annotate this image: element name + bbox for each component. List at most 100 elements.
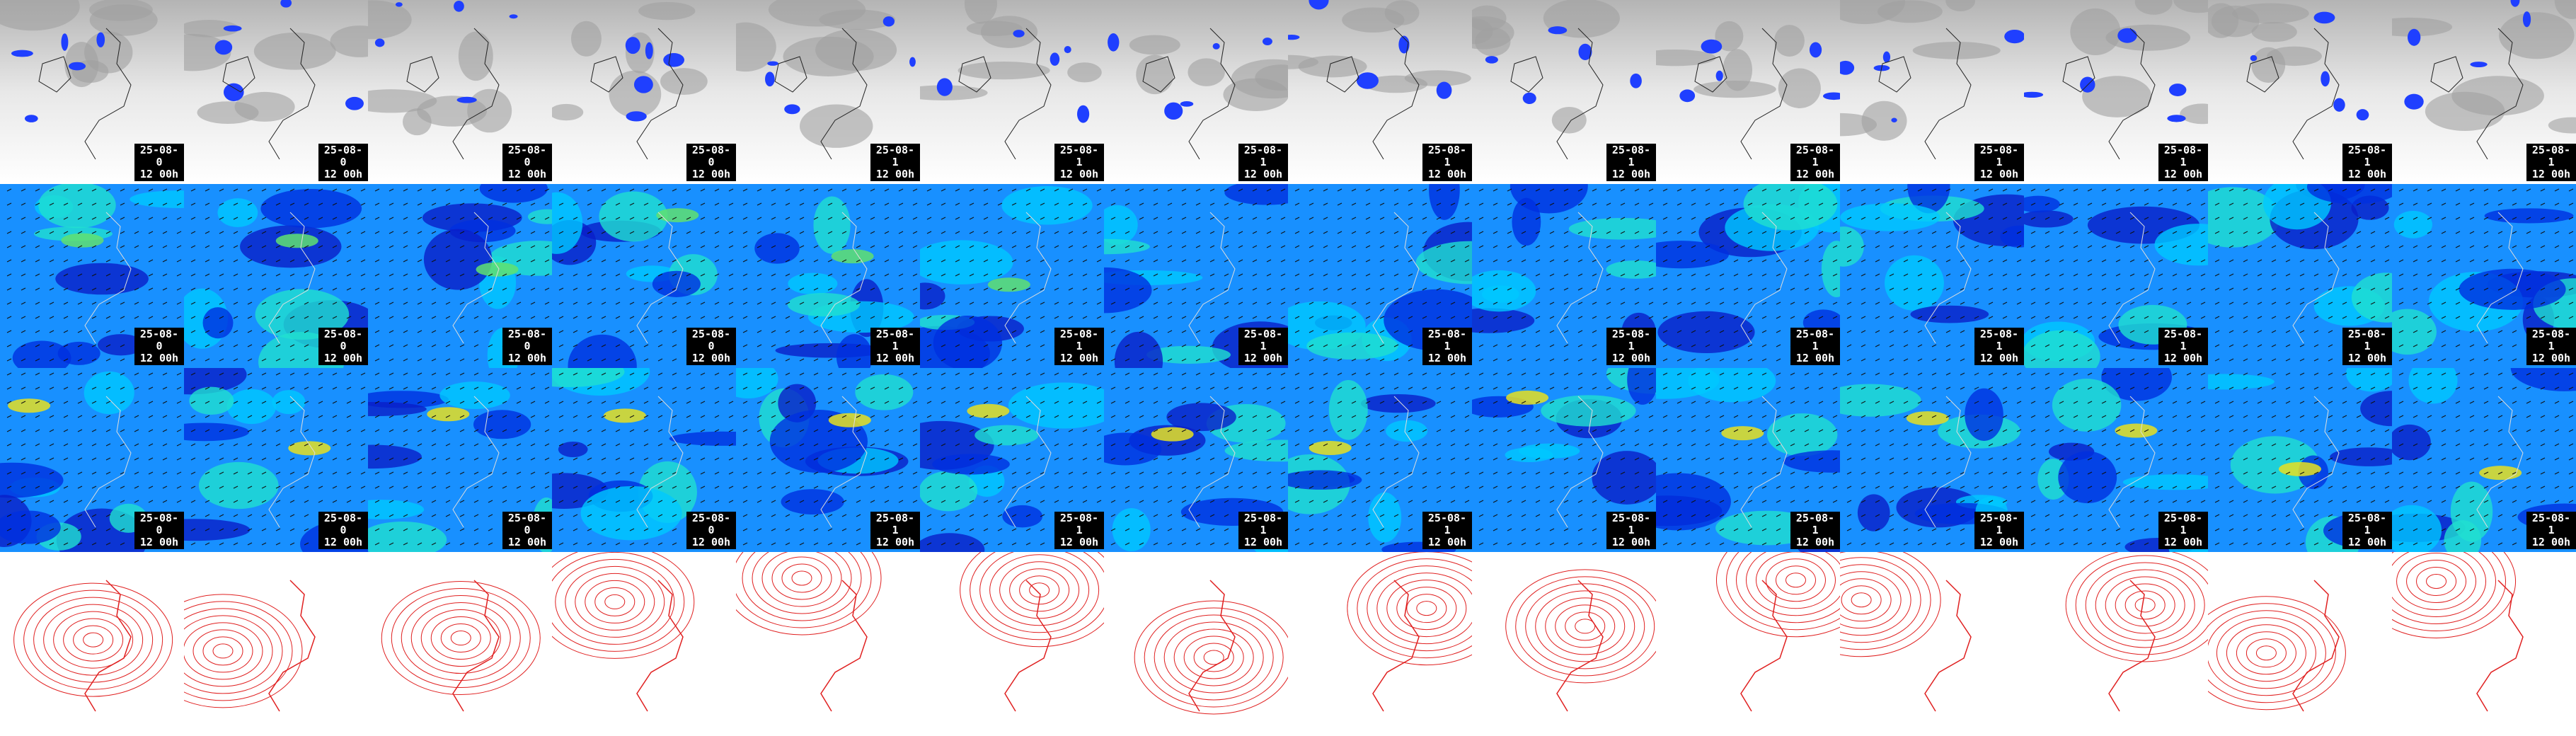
wind-arrow <box>389 415 394 418</box>
wind-arrow <box>134 415 139 418</box>
wind-arrow <box>275 217 281 220</box>
wind-arrow <box>1705 443 1710 447</box>
wind-field <box>1429 184 1460 220</box>
wind-arrow <box>941 401 946 404</box>
wind-arrow <box>672 287 677 291</box>
wind-arrow <box>1733 372 1739 376</box>
wind-arrow <box>134 273 139 277</box>
wind-arrow <box>190 514 196 517</box>
wind-arrow <box>473 429 479 432</box>
wind-arrow <box>1733 188 1739 192</box>
wind-arrow <box>1011 202 1017 206</box>
wind-arrow <box>431 330 437 333</box>
wind-arrow <box>21 401 26 404</box>
wind-arrow <box>643 415 649 418</box>
rain <box>663 53 684 67</box>
wind-arrow <box>615 415 621 418</box>
cloud <box>1223 78 1288 111</box>
coastline <box>1372 28 1420 160</box>
wind-arrow <box>1408 259 1413 263</box>
wind-arrow <box>912 188 918 192</box>
wind-arrow <box>1209 217 1215 220</box>
wind-arrow <box>1592 231 1597 234</box>
wind-arrow <box>1747 358 1753 362</box>
wind-arrow <box>629 231 635 234</box>
wind-arrow <box>1422 372 1427 376</box>
wind-arrow <box>91 542 97 546</box>
wind-arrow <box>1790 500 1795 503</box>
wind-arrow <box>1011 457 1017 461</box>
wind-arrow <box>813 542 819 546</box>
wind-arrow <box>49 514 54 517</box>
wind-arrow <box>615 429 621 432</box>
wind-arrow <box>2172 231 2178 234</box>
wind-arrow <box>2129 372 2135 376</box>
wind-arrow <box>1832 401 1838 404</box>
wind-arrow <box>1719 344 1725 347</box>
wind-arrow <box>870 259 875 263</box>
wind-arrow <box>2427 358 2432 362</box>
wind-arrow <box>1945 457 1951 461</box>
rain <box>1212 42 1220 50</box>
wind-arrow <box>1903 514 1909 517</box>
wind-arrow <box>91 415 97 418</box>
wind-arrow <box>2144 457 2149 461</box>
wind-arrow <box>6 386 12 390</box>
wind-arrow <box>926 259 932 263</box>
wind-arrow <box>997 202 1003 206</box>
wind-arrow <box>205 231 210 234</box>
wind-arrow <box>304 301 309 305</box>
wind-arrow <box>1195 202 1201 206</box>
wind-arrow <box>205 188 210 192</box>
wind-field <box>198 461 279 510</box>
wind-arrow <box>1988 471 1994 475</box>
map-tile: 25-08-1 12 00h <box>920 184 1104 368</box>
wind-arrow <box>1209 500 1215 503</box>
wind-arrow <box>1110 415 1116 418</box>
wind-arrow <box>955 443 960 447</box>
wind-arrow <box>1110 542 1116 546</box>
wind-arrow <box>1493 301 1498 305</box>
wind-arrow <box>488 457 493 461</box>
wind-arrow <box>1110 273 1116 277</box>
wind-arrow <box>2186 273 2192 277</box>
wind-arrow <box>2540 301 2546 305</box>
wind-arrow <box>1733 316 1739 319</box>
wind-arrow <box>757 202 762 206</box>
wind-arrow <box>1238 386 1243 390</box>
wind-arrow <box>1846 471 1852 475</box>
wind-arrow <box>615 316 621 319</box>
wind-arrow <box>1040 372 1045 376</box>
wind-arrow <box>2158 273 2163 277</box>
wind-arrow <box>1889 457 1894 461</box>
wind-arrow <box>1662 415 1668 418</box>
wind-arrow <box>459 287 465 291</box>
wind-arrow <box>714 188 720 192</box>
coastline <box>2292 212 2340 344</box>
label-time: 12 00h <box>1611 352 1651 364</box>
wind-arrow <box>49 188 54 192</box>
wind-arrow <box>1889 372 1894 376</box>
wind-arrow <box>1478 358 1484 362</box>
map-tile: 25-08-1 12 00h <box>1656 0 1840 184</box>
wind-arrow <box>926 372 932 376</box>
wind-arrow <box>1634 372 1640 376</box>
wind-arrow <box>983 415 989 418</box>
wind-arrow <box>2441 330 2446 333</box>
wind-arrow <box>884 259 890 263</box>
wind-arrow <box>105 471 111 475</box>
wind-arrow <box>1393 188 1399 192</box>
wind-arrow <box>445 500 451 503</box>
wind-arrow <box>587 301 592 305</box>
wind-arrow <box>1054 500 1059 503</box>
wind-arrow <box>63 202 69 206</box>
wind-arrow <box>1945 358 1951 362</box>
wind-arrow <box>1846 528 1852 531</box>
wind-arrow <box>417 287 422 291</box>
wind-arrow <box>2186 231 2192 234</box>
wind-arrow <box>926 471 932 475</box>
wind-arrow <box>417 273 422 277</box>
wind-arrow <box>2540 231 2546 234</box>
wind-arrow <box>1436 188 1442 192</box>
wind-arrow <box>912 500 918 503</box>
